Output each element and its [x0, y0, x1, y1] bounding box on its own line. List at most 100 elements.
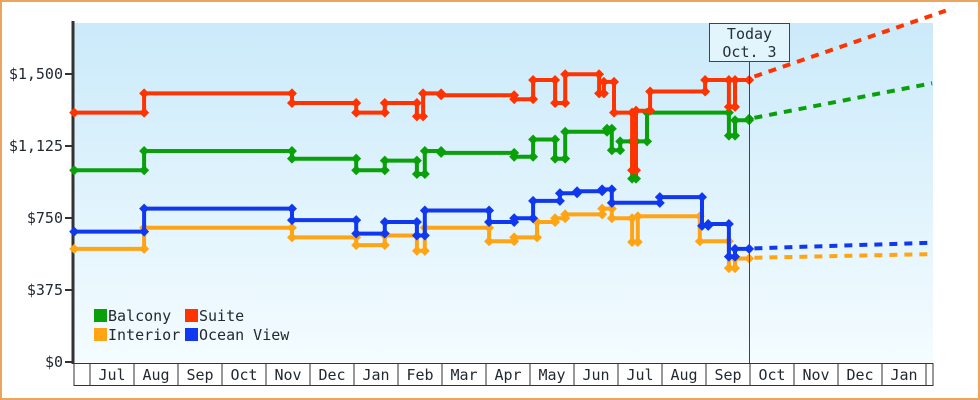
- series-suite-marker: [609, 76, 620, 87]
- series-interior-marker: [411, 245, 422, 256]
- series-balcony-marker: [550, 134, 561, 145]
- series-suite-marker: [700, 86, 711, 97]
- series-balcony-marker: [606, 123, 617, 134]
- series-suite-marker: [418, 111, 429, 122]
- series-interior-marker: [597, 203, 608, 214]
- series-suite-marker: [550, 97, 561, 108]
- x-axis-month-label: Feb: [406, 366, 433, 384]
- series-ocean-view-marker: [419, 230, 430, 241]
- series-ocean-view-marker: [654, 197, 665, 208]
- series-interior-marker: [606, 213, 617, 224]
- series-ocean-view-marker: [723, 251, 734, 262]
- x-axis-month-label: Jun: [582, 366, 609, 384]
- y-axis-tick-label: $1,125: [9, 137, 63, 155]
- series-suite-marker: [560, 69, 571, 80]
- series-balcony-marker: [419, 169, 430, 180]
- legend-item-ocean-view: Ocean View: [185, 326, 289, 344]
- series-balcony-marker: [723, 107, 734, 118]
- series-interior-marker: [627, 237, 638, 247]
- series-ocean-view-marker: [654, 192, 665, 203]
- series-balcony-marker: [606, 145, 617, 156]
- chart-legend: Balcony Suite Interior Ocean View: [94, 306, 289, 344]
- series-ocean-view-marker: [351, 228, 362, 239]
- series-balcony-marker: [615, 145, 626, 156]
- series-ocean-view-marker: [723, 218, 734, 229]
- series-suite-marker: [528, 94, 539, 105]
- series-interior-marker: [484, 236, 495, 247]
- series-suite-marker: [351, 107, 362, 118]
- legend-swatch-icon: [94, 309, 107, 322]
- series-interior-marker: [419, 245, 430, 256]
- y-axis-tick-label: $1,500: [9, 65, 63, 83]
- x-axis-month-label: Dec: [318, 366, 345, 384]
- series-suite-marker: [594, 69, 605, 80]
- plot-background: [74, 23, 933, 362]
- series-suite-marker: [411, 111, 422, 122]
- y-axis-tick-label: $0: [45, 353, 63, 371]
- series-balcony-marker: [351, 153, 362, 164]
- series-balcony-marker: [69, 165, 80, 176]
- series-suite-marker: [411, 97, 422, 108]
- series-balcony-marker: [631, 173, 642, 184]
- series-balcony-marker: [730, 130, 741, 141]
- series-suite-marker: [139, 107, 150, 118]
- series-suite-marker: [550, 74, 561, 85]
- today-date: Oct. 3: [722, 42, 777, 61]
- series-suite-marker: [436, 90, 447, 101]
- x-axis-month-label: Oct: [758, 366, 785, 384]
- today-label: Today: [726, 24, 773, 43]
- series-interior-marker: [484, 222, 495, 233]
- series-balcony-marker: [642, 136, 653, 147]
- series-ocean-view-marker: [419, 205, 430, 216]
- series-suite-marker: [379, 97, 390, 108]
- series-suite-marker: [723, 101, 734, 112]
- series-balcony-marker: [411, 155, 422, 166]
- series-interior-marker: [730, 263, 741, 274]
- x-axis-month-label: Nov: [274, 366, 301, 384]
- series-ocean-view-marker: [703, 218, 714, 229]
- series-interior-marker: [560, 209, 571, 220]
- series-balcony-marker: [436, 147, 447, 158]
- x-axis-month-row: [73, 363, 934, 386]
- x-axis-month-label: Aug: [670, 366, 697, 384]
- series-balcony-marker: [286, 145, 297, 156]
- series-balcony-marker: [550, 153, 561, 164]
- x-axis-month-label: Sep: [714, 366, 741, 384]
- series-suite-marker: [631, 105, 642, 116]
- series-ocean-view-marker: [730, 251, 741, 262]
- series-ocean-view-marker: [697, 192, 708, 203]
- series-balcony-marker: [528, 134, 539, 145]
- x-axis-month-label: Aug: [142, 366, 169, 384]
- series-ocean-view-marker: [411, 230, 422, 241]
- series-balcony-marker: [730, 115, 741, 126]
- legend-swatch-icon: [185, 309, 198, 322]
- series-ocean-view-marker: [139, 226, 150, 237]
- series-ocean-view-marker: [139, 203, 150, 214]
- legend-label: Balcony: [108, 306, 172, 325]
- series-balcony-marker: [528, 151, 539, 162]
- series-suite-marker: [351, 97, 362, 108]
- series-balcony-marker: [411, 169, 422, 180]
- today-annotation-box: Today Oct. 3: [709, 23, 790, 62]
- series-balcony-marker: [286, 153, 297, 164]
- series-interior-marker: [694, 236, 705, 247]
- series-suite-marker: [730, 74, 741, 85]
- y-axis-tick-label: $375: [27, 281, 63, 299]
- series-ocean-view-marker: [554, 188, 565, 199]
- series-interior-marker: [509, 232, 520, 243]
- series-ocean-view-marker: [69, 226, 80, 237]
- series-interior-marker: [286, 232, 297, 243]
- legend-item-interior: Interior: [94, 325, 185, 344]
- series-suite-marker: [598, 88, 609, 99]
- series-ocean-view-marker: [554, 195, 565, 206]
- series-ocean-view-marker: [379, 228, 390, 239]
- series-interior-marker: [632, 237, 643, 247]
- series-suite-marker: [730, 101, 741, 112]
- x-axis-month-label: Dec: [846, 366, 873, 384]
- series-balcony-marker: [560, 153, 571, 164]
- legend-label: Interior: [108, 325, 181, 344]
- series-suite-marker: [286, 88, 297, 99]
- series-ocean-view-marker: [286, 215, 297, 226]
- series-balcony-forecast-line: [754, 81, 933, 120]
